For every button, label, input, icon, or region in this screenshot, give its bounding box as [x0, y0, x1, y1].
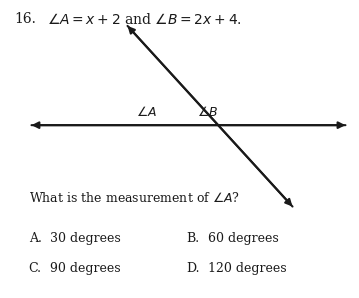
Text: $\angle A = x + 2$ and $\angle B = 2x + 4.$: $\angle A = x + 2$ and $\angle B = 2x + … [47, 12, 241, 27]
Text: $\angle A$: $\angle A$ [136, 105, 157, 119]
Text: 16.: 16. [14, 12, 36, 26]
Text: 60 degrees: 60 degrees [208, 232, 279, 246]
Text: A.: A. [29, 232, 42, 246]
Text: 30 degrees: 30 degrees [50, 232, 121, 246]
Text: C.: C. [29, 262, 42, 275]
Text: D.: D. [187, 262, 200, 275]
Text: 90 degrees: 90 degrees [50, 262, 121, 275]
Text: What is the measurement of $\angle A$?: What is the measurement of $\angle A$? [29, 191, 240, 205]
Text: 120 degrees: 120 degrees [208, 262, 287, 275]
Text: $\angle B$: $\angle B$ [197, 105, 219, 119]
Text: B.: B. [187, 232, 200, 246]
